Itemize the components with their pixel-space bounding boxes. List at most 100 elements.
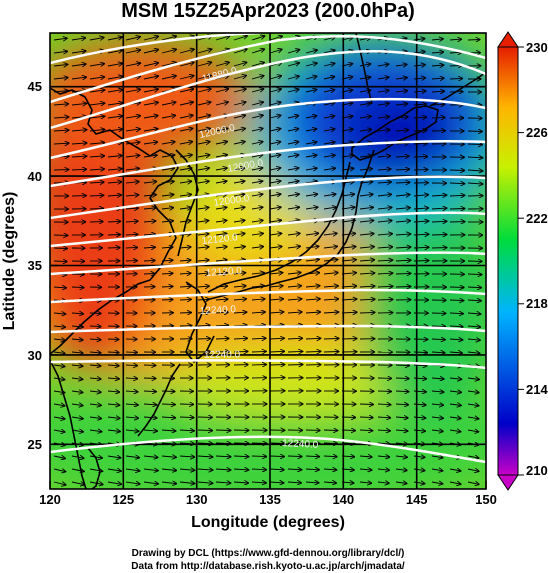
wind-arrow-304 bbox=[341, 194, 355, 196]
wind-arrow-55 bbox=[179, 62, 194, 67]
wind-arrow-48 bbox=[53, 64, 68, 66]
map-title: MSM 15Z25Apr2023 (200.0hPa) bbox=[121, 0, 414, 22]
wind-arrow-791 bbox=[467, 456, 479, 458]
wind-arrow-232 bbox=[341, 155, 354, 157]
wind-arrow-763 bbox=[395, 443, 408, 444]
wind-arrow-234 bbox=[377, 156, 391, 157]
wind-arrow-561 bbox=[215, 338, 229, 339]
wind-arrow-251 bbox=[251, 168, 263, 170]
wind-arrow-24 bbox=[53, 51, 68, 53]
wind-arrow-61 bbox=[287, 63, 300, 67]
wind-arrow-322 bbox=[233, 207, 245, 209]
wind-arrow-447 bbox=[323, 273, 338, 274]
wind-arrow-250 bbox=[233, 168, 245, 170]
wind-arrow-743 bbox=[467, 430, 479, 432]
wind-arrow-777 bbox=[215, 456, 231, 457]
wind-arrow-396 bbox=[269, 246, 282, 248]
wind-arrow-105 bbox=[215, 89, 229, 93]
wind-arrow-516 bbox=[269, 312, 284, 313]
wind-arrow-2 bbox=[89, 37, 104, 40]
wind-arrow-588 bbox=[269, 351, 285, 352]
wind-arrow-111 bbox=[323, 90, 335, 92]
wind-arrow-415 bbox=[179, 260, 191, 261]
wind-arrow-50 bbox=[89, 64, 105, 66]
wind-arrow-262 bbox=[449, 170, 465, 171]
wind-arrow-206 bbox=[305, 142, 317, 144]
wind-arrow-417 bbox=[215, 260, 227, 261]
wind-arrow-799 bbox=[179, 469, 195, 470]
wind-arrow-66 bbox=[377, 64, 389, 66]
wind-arrow-837 bbox=[431, 482, 443, 484]
wind-arrow-258 bbox=[377, 169, 391, 170]
wind-arrow-188 bbox=[413, 130, 427, 131]
wind-arrow-158 bbox=[305, 116, 317, 118]
wind-arrow-25 bbox=[71, 51, 86, 53]
contour-label-4: 12000.0 bbox=[213, 193, 251, 209]
wind-arrow-93 bbox=[431, 78, 444, 79]
wind-arrow-575 bbox=[467, 339, 480, 340]
wind-arrow-352 bbox=[341, 220, 355, 222]
wind-arrow-782 bbox=[305, 456, 320, 457]
wind-arrow-323 bbox=[251, 207, 263, 209]
wind-arrow-326 bbox=[305, 207, 318, 209]
wind-arrow-751 bbox=[179, 443, 195, 444]
wind-arrow-486 bbox=[161, 300, 173, 301]
wind-arrow-154 bbox=[233, 115, 246, 118]
wind-arrow-98 bbox=[89, 90, 105, 92]
contour-line-12 bbox=[50, 435, 486, 464]
wind-arrow-83 bbox=[251, 76, 264, 80]
wind-arrow-838 bbox=[449, 482, 461, 484]
wind-arrow-475 bbox=[395, 287, 411, 288]
wind-arrow-92 bbox=[413, 78, 426, 79]
wind-arrow-474 bbox=[377, 286, 393, 287]
wind-arrow-494 bbox=[305, 299, 320, 300]
wind-arrow-306 bbox=[377, 194, 392, 196]
wind-arrow-439 bbox=[179, 273, 191, 274]
wind-arrow-267 bbox=[107, 182, 122, 183]
wind-arrow-303 bbox=[323, 194, 336, 196]
wind-arrow-676 bbox=[125, 404, 138, 405]
wind-arrow-701 bbox=[143, 417, 157, 418]
wind-arrow-161 bbox=[359, 116, 371, 118]
wind-arrow-403 bbox=[395, 247, 411, 248]
wind-arrow-54 bbox=[161, 63, 176, 67]
wind-arrow-205 bbox=[287, 142, 299, 144]
wind-arrow-222 bbox=[161, 155, 175, 157]
wind-arrow-394 bbox=[233, 247, 245, 249]
wind-arrow-314 bbox=[89, 208, 104, 209]
wind-arrow-282 bbox=[377, 182, 391, 183]
wind-arrow-270 bbox=[161, 181, 174, 183]
x-tick-label-130: 130 bbox=[186, 492, 208, 507]
wind-arrow-820 bbox=[125, 482, 140, 484]
geopotential-contours bbox=[50, 33, 486, 464]
wind-arrow-671 bbox=[467, 391, 479, 393]
wind-arrow-109 bbox=[287, 89, 299, 92]
wind-arrow-762 bbox=[377, 443, 390, 444]
wind-arrow-384 bbox=[53, 248, 68, 249]
wind-arrow-344 bbox=[197, 221, 209, 223]
wind-arrow-819 bbox=[107, 482, 122, 484]
wind-arrow-495 bbox=[323, 299, 339, 300]
contour-label-9: 12240.0 bbox=[282, 438, 319, 451]
wind-arrow-257 bbox=[359, 169, 373, 170]
wind-arrow-293 bbox=[143, 195, 156, 196]
wind-arrow-84 bbox=[269, 76, 282, 80]
wind-arrow-649 bbox=[71, 391, 83, 393]
wind-arrow-110 bbox=[305, 89, 317, 92]
wind-arrow-589 bbox=[287, 351, 303, 352]
wind-arrow-112 bbox=[341, 90, 353, 92]
wind-arrow-723 bbox=[107, 430, 120, 432]
wind-arrow-96 bbox=[53, 91, 68, 92]
wind-arrow-276 bbox=[269, 181, 281, 183]
wind-arrow-774 bbox=[161, 456, 176, 457]
wind-arrow-596 bbox=[413, 352, 427, 353]
wind-arrow-518 bbox=[305, 312, 321, 313]
wind-arrow-87 bbox=[323, 77, 335, 80]
wind-arrow-144 bbox=[53, 117, 69, 118]
wind-arrow-391 bbox=[179, 247, 191, 248]
wind-arrow-319 bbox=[179, 208, 191, 210]
wind-arrow-149 bbox=[143, 116, 158, 119]
wind-arrow-21 bbox=[431, 39, 443, 40]
contour-line-2 bbox=[50, 34, 486, 104]
wind-arrow-72 bbox=[53, 78, 68, 80]
